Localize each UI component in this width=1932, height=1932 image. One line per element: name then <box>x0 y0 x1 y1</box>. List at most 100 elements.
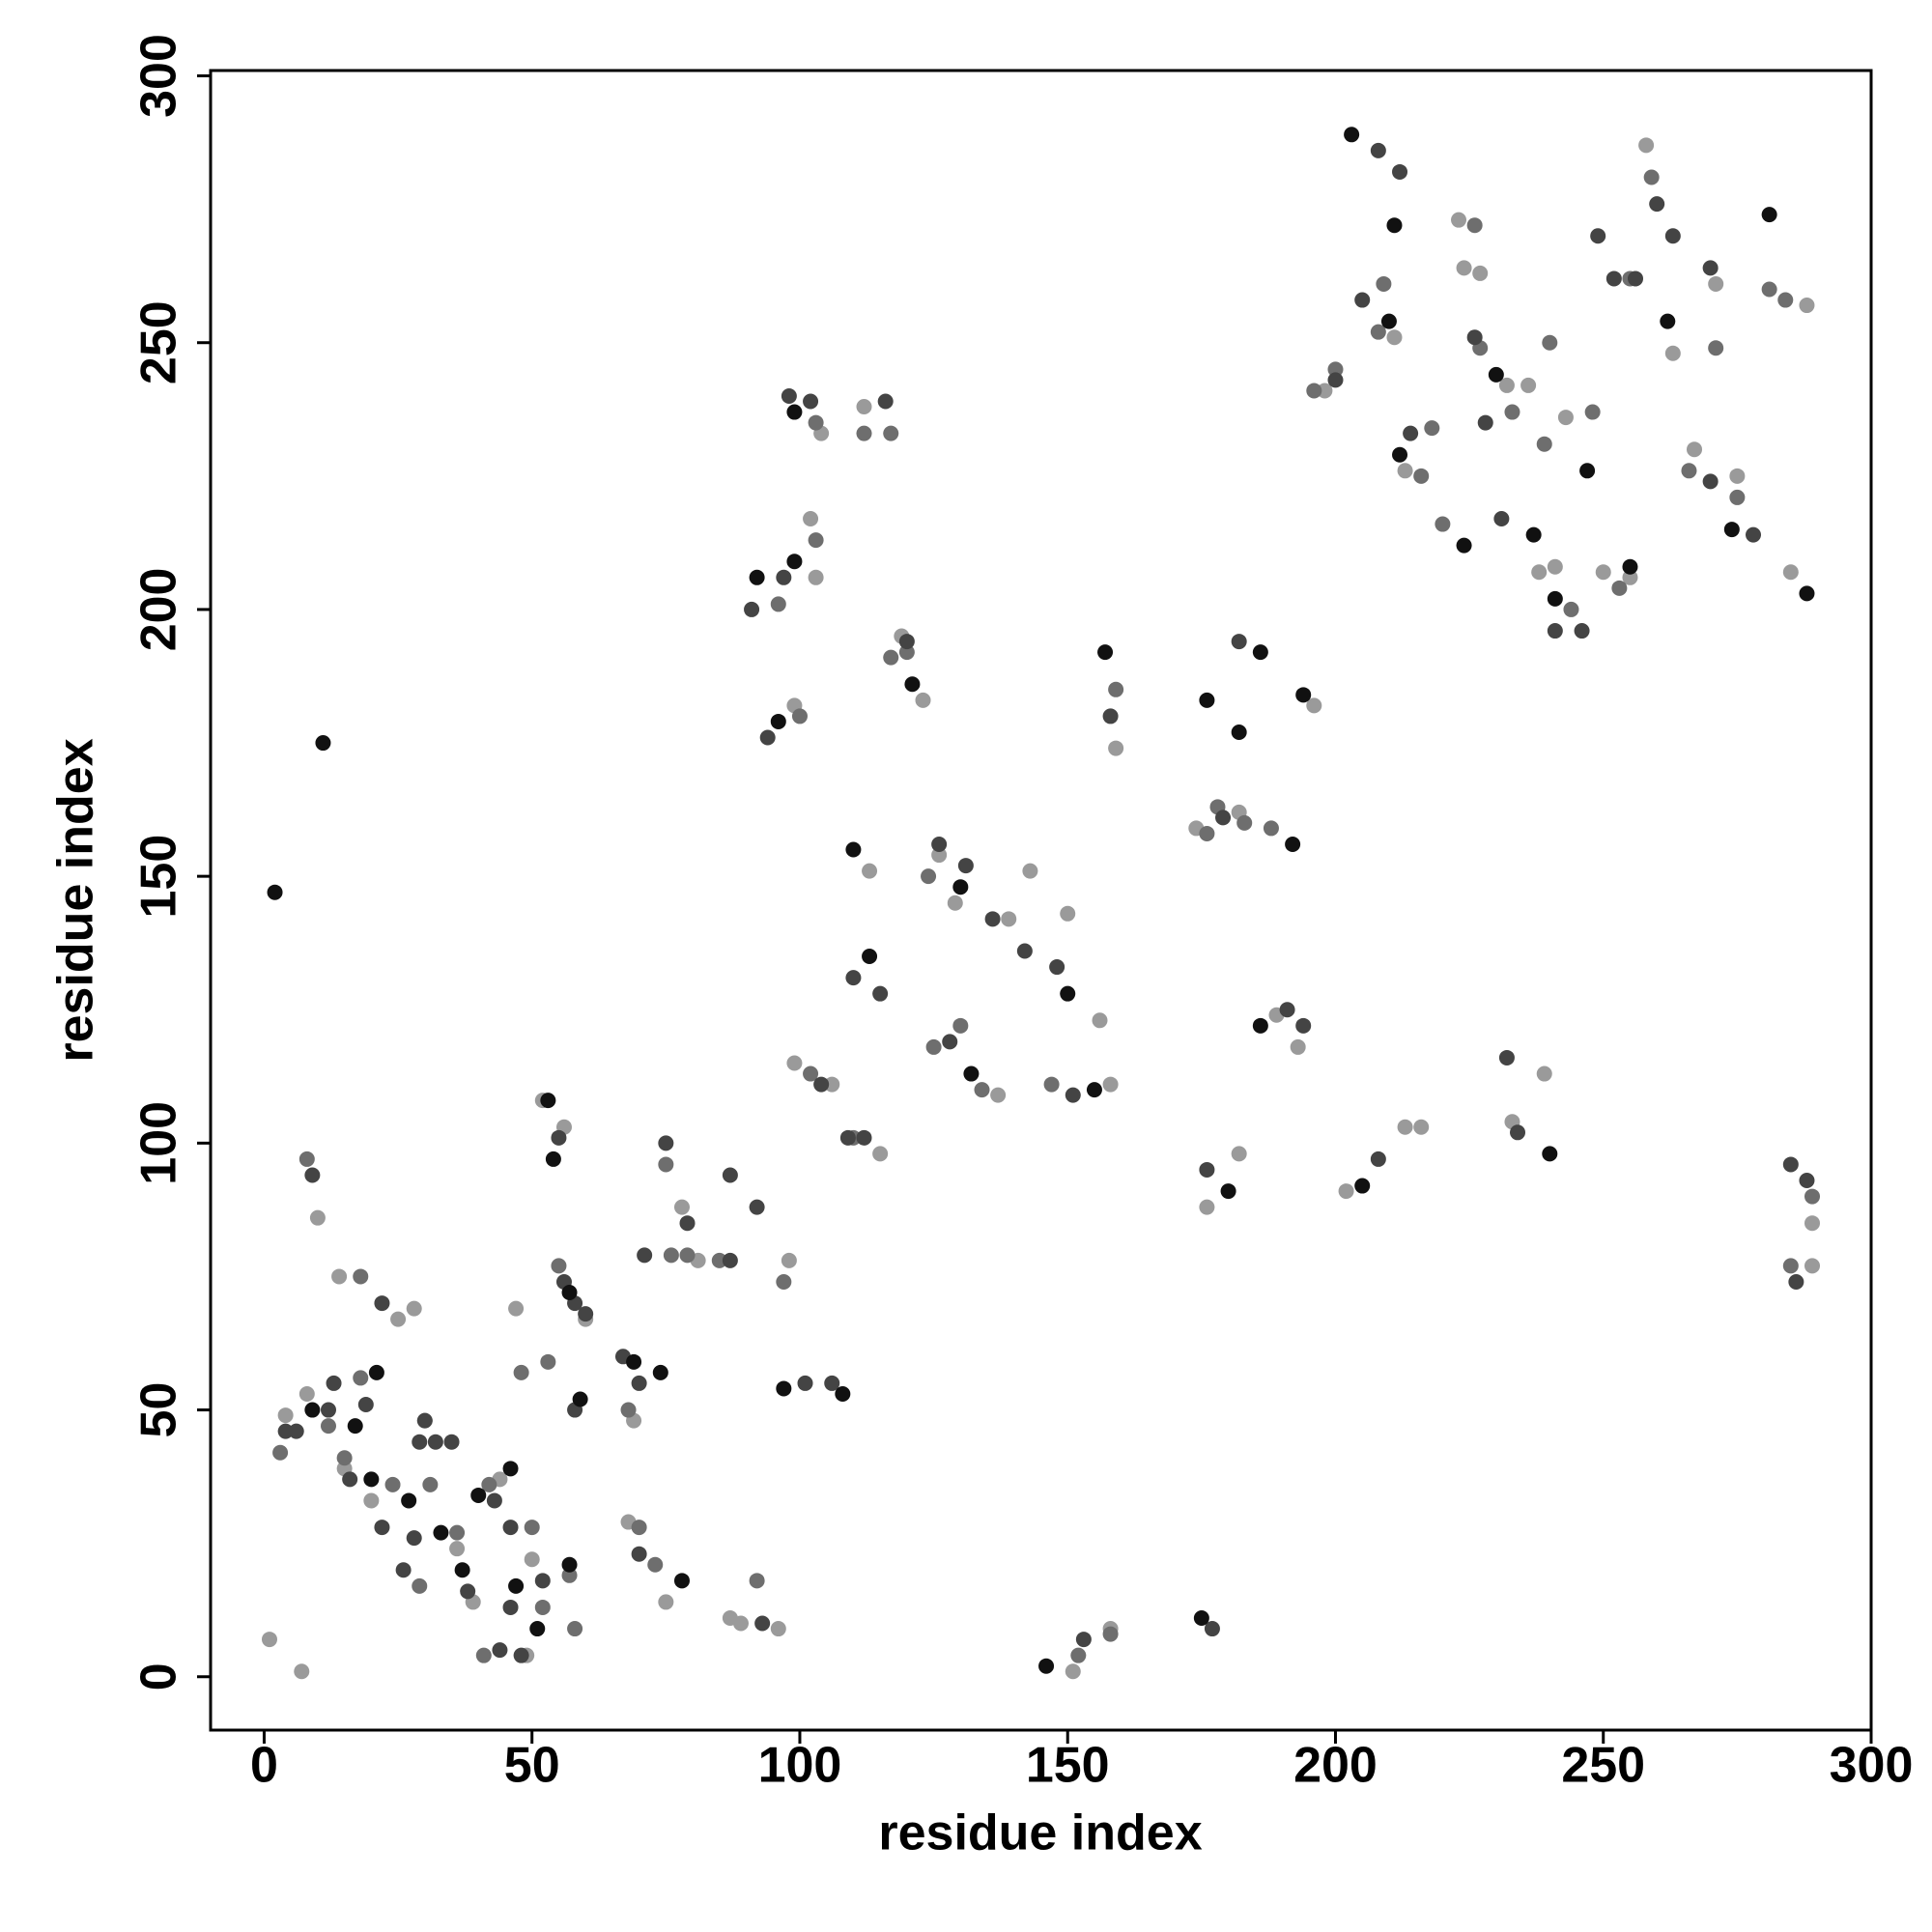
point <box>1702 260 1719 276</box>
point <box>1605 270 1622 287</box>
point <box>1435 516 1451 532</box>
point <box>1370 142 1386 158</box>
point <box>1070 1647 1087 1663</box>
point <box>1285 836 1301 852</box>
x-axis-label: residue index <box>878 1805 1202 1861</box>
point <box>551 1258 567 1274</box>
point <box>1466 329 1483 346</box>
point <box>384 1476 401 1492</box>
point <box>1392 163 1408 180</box>
point <box>433 1524 449 1541</box>
point <box>454 1562 470 1578</box>
point <box>631 1546 647 1562</box>
point <box>320 1402 336 1418</box>
point <box>540 1093 556 1109</box>
point <box>1536 1065 1552 1082</box>
point <box>781 1252 797 1268</box>
point <box>1317 383 1333 399</box>
point <box>856 399 872 415</box>
point <box>1327 361 1344 378</box>
point <box>803 393 819 410</box>
point <box>481 1476 497 1492</box>
x-tick-label: 100 <box>758 1738 842 1794</box>
point <box>1065 1663 1081 1680</box>
point <box>374 1295 390 1312</box>
point <box>1060 905 1076 922</box>
point <box>304 1167 321 1183</box>
point <box>320 1418 336 1435</box>
point <box>1338 1183 1354 1200</box>
point <box>1660 313 1676 329</box>
point <box>637 1247 653 1264</box>
point <box>1231 724 1247 740</box>
point <box>1799 1173 1815 1189</box>
point <box>1504 404 1520 420</box>
point <box>1804 1258 1821 1274</box>
point <box>957 858 974 874</box>
point <box>1344 127 1360 143</box>
point <box>631 1520 647 1536</box>
point <box>754 1615 771 1632</box>
point <box>898 634 915 650</box>
point <box>952 1017 969 1034</box>
point <box>1001 911 1017 927</box>
point <box>1380 313 1397 329</box>
point <box>1799 585 1815 602</box>
point <box>1525 526 1542 543</box>
x-tick-label: 0 <box>250 1738 278 1794</box>
point <box>1108 681 1124 697</box>
point <box>963 1065 980 1082</box>
x-tick-label: 300 <box>1830 1738 1914 1794</box>
point <box>261 1632 277 1648</box>
point <box>1547 558 1563 575</box>
point <box>1204 1621 1220 1637</box>
point <box>353 1268 369 1285</box>
point <box>288 1423 304 1439</box>
point <box>1746 526 1762 543</box>
point <box>1397 1119 1413 1135</box>
point <box>872 985 889 1002</box>
point <box>1723 522 1740 538</box>
point <box>744 601 760 617</box>
point <box>984 911 1001 927</box>
point <box>1295 1017 1312 1034</box>
point <box>770 713 786 729</box>
point <box>679 1247 696 1264</box>
point <box>363 1471 380 1488</box>
point <box>722 1167 738 1183</box>
point <box>673 1199 690 1215</box>
point <box>1370 1151 1386 1167</box>
point <box>652 1364 668 1380</box>
point <box>513 1647 529 1663</box>
point <box>839 1129 856 1146</box>
y-tick-label: 300 <box>131 34 187 118</box>
point <box>1022 863 1038 879</box>
point <box>572 1391 588 1407</box>
point <box>803 1065 819 1082</box>
y-tick-label: 200 <box>131 568 187 652</box>
point <box>315 735 331 752</box>
point <box>1060 985 1076 1002</box>
point <box>1472 265 1489 281</box>
point <box>1782 1156 1799 1173</box>
point <box>631 1375 647 1391</box>
point <box>749 1573 765 1589</box>
point <box>1547 623 1563 639</box>
point <box>1584 404 1601 420</box>
point <box>749 569 765 585</box>
y-tick-label: 50 <box>131 1382 187 1438</box>
point <box>1092 1012 1108 1029</box>
point <box>492 1642 508 1659</box>
point <box>990 1087 1007 1103</box>
point <box>545 1151 561 1167</box>
point <box>1590 228 1606 244</box>
point <box>326 1375 342 1391</box>
point <box>304 1402 321 1418</box>
point <box>298 1385 315 1402</box>
point <box>1477 414 1493 431</box>
point <box>824 1375 840 1391</box>
point <box>1038 1658 1055 1674</box>
point <box>336 1450 353 1466</box>
point <box>786 1055 803 1071</box>
point <box>1102 1626 1119 1642</box>
